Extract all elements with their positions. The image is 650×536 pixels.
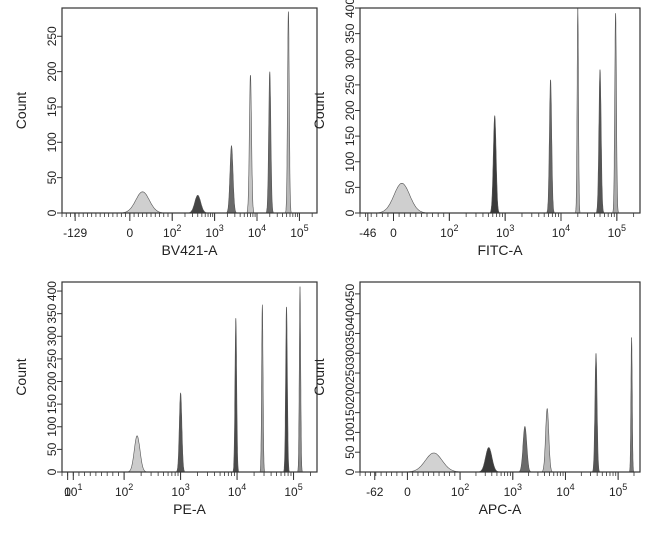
x-tick-label: -46 (359, 226, 377, 240)
x-tick-label: 0 (404, 485, 411, 499)
plot-frame (61, 281, 318, 473)
y-tick-label: 0 (343, 209, 357, 216)
histogram-peak (232, 318, 239, 473)
histogram-peak (176, 392, 185, 473)
histogram-panel-1: 0 50 100 150 200 250 -129 0 102 103 104 105 BV421-A C… (13, 7, 318, 258)
histogram-peak (246, 75, 255, 214)
histogram-peak (489, 115, 500, 214)
y-tick-label: 0 (343, 468, 357, 475)
x-tick-label: 0 (64, 485, 71, 499)
y-axis-label: Count (311, 358, 327, 395)
y-tick-label: 250 (343, 363, 357, 383)
y-tick-label: 50 (343, 445, 357, 459)
histogram-peak (285, 11, 292, 214)
y-tick-label: 100 (343, 151, 357, 171)
histogram-peak (575, 7, 581, 214)
y-tick-label: 300 (45, 326, 59, 346)
histogram-peak (376, 182, 428, 214)
y-tick-label: 250 (45, 349, 59, 369)
x-tick-label: 103 (496, 223, 514, 240)
y-tick-label: 50 (45, 442, 59, 456)
histogram-peak (259, 304, 265, 473)
y-axis-label: Count (13, 358, 29, 395)
x-tick-label: -62 (366, 485, 384, 499)
y-tick-label: 400 (343, 0, 357, 18)
y-tick-label: 200 (45, 61, 59, 81)
x-tick-label: 104 (248, 223, 266, 240)
x-tick-label: 0 (390, 226, 397, 240)
x-tick-label: 105 (290, 223, 308, 240)
y-tick-label: 150 (45, 394, 59, 414)
y-tick-label: 150 (343, 402, 357, 422)
x-tick-label: 105 (284, 482, 302, 499)
histogram-peak (226, 144, 237, 214)
x-tick-label: 103 (171, 482, 189, 499)
x-tick-label: 101 (64, 482, 82, 499)
y-tick-label: 100 (45, 416, 59, 436)
histogram-peak (541, 408, 553, 473)
y-tick-label: 300 (343, 343, 357, 363)
histogram-peak (266, 71, 274, 214)
y-tick-label: 50 (343, 180, 357, 194)
x-tick-label: 0 (126, 226, 133, 240)
y-tick-label: 350 (45, 303, 59, 323)
histogram-peak (596, 69, 604, 214)
histogram-peak (297, 286, 303, 473)
y-tick-label: 200 (45, 371, 59, 391)
plot-frame (359, 281, 641, 473)
y-tick-label: 250 (45, 26, 59, 46)
y-tick-label: 250 (343, 75, 357, 95)
y-tick-label: 150 (45, 97, 59, 117)
y-tick-label: 450 (343, 284, 357, 304)
x-tick-label: 102 (440, 223, 458, 240)
histogram-peak (406, 452, 461, 473)
y-axis-label: Count (311, 92, 327, 129)
y-tick-label: 200 (343, 383, 357, 403)
x-tick-label: 102 (115, 482, 133, 499)
plot-frame (61, 7, 318, 214)
y-tick-label: 350 (343, 323, 357, 343)
x-tick-label: 105 (608, 223, 626, 240)
x-tick-label: 104 (228, 482, 246, 499)
histogram-peak (127, 435, 147, 473)
y-tick-label: 200 (343, 100, 357, 120)
y-tick-label: 150 (343, 126, 357, 146)
x-tick-label: 103 (504, 482, 522, 499)
x-tick-label: 105 (609, 482, 627, 499)
x-axis-label: PE-A (173, 501, 206, 517)
histogram-peak (283, 306, 290, 473)
x-tick-label: 102 (163, 223, 181, 240)
y-tick-label: 0 (45, 468, 59, 475)
x-tick-label: 104 (556, 482, 574, 499)
x-tick-label: 103 (205, 223, 223, 240)
y-tick-label: 400 (45, 281, 59, 301)
y-tick-label: 50 (45, 171, 59, 185)
histogram-peak (187, 194, 208, 214)
y-tick-label: 0 (45, 209, 59, 216)
y-tick-label: 100 (45, 132, 59, 152)
y-tick-label: 350 (343, 23, 357, 43)
y-axis-label: Count (13, 92, 29, 129)
histogram-peak (629, 337, 634, 473)
x-tick-label: -129 (63, 226, 87, 240)
y-tick-label: 300 (343, 49, 357, 69)
x-axis-label: BV421-A (161, 242, 218, 258)
histogram-peak (518, 426, 532, 473)
y-tick-label: 100 (343, 422, 357, 442)
histogram-peak (592, 353, 600, 473)
histogram-peak (612, 13, 619, 214)
x-axis-label: FITC-A (477, 242, 523, 258)
y-tick-label: 400 (343, 303, 357, 323)
x-axis-label: APC-A (479, 501, 522, 517)
histogram-peak (546, 79, 555, 214)
histogram-panel-2: 0 50 100 150 200 250 300 350 400 -46 0 102 103 104 105… (311, 0, 641, 258)
histogram-peak (478, 447, 500, 473)
histogram-peak (120, 191, 165, 214)
x-tick-label: 102 (451, 482, 469, 499)
x-tick-label: 104 (552, 223, 570, 240)
